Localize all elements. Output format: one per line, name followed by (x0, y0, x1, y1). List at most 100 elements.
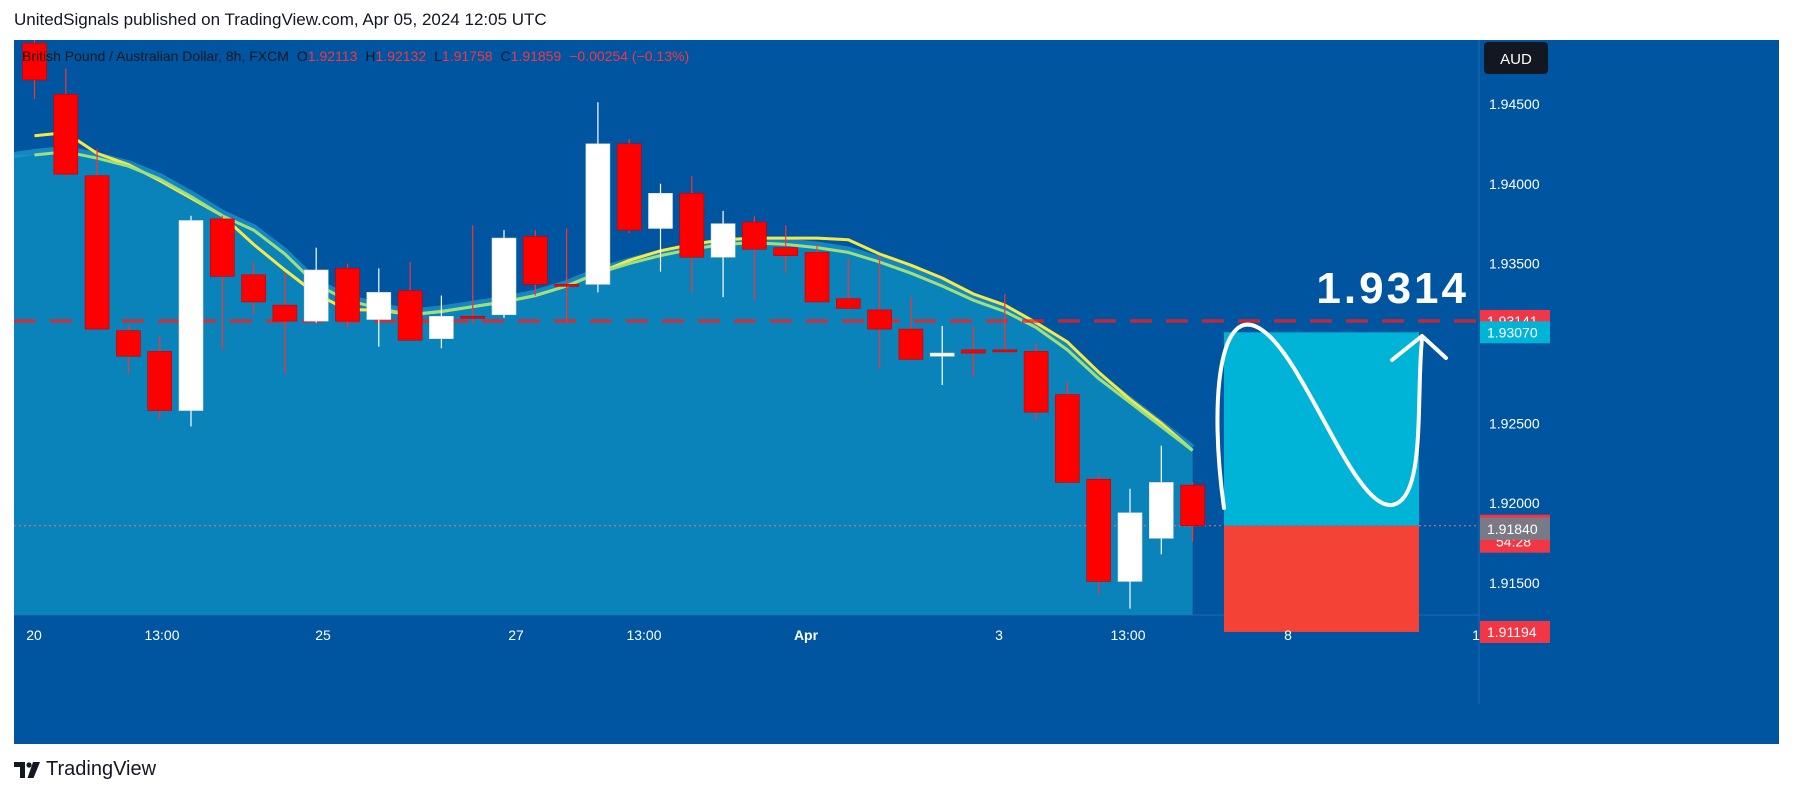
candle (804, 244, 830, 303)
candle (429, 295, 454, 349)
currency-button-label[interactable]: AUD (1500, 51, 1532, 68)
candle-body-bearish (22, 42, 47, 81)
candle (710, 210, 736, 298)
candle-body-bullish (648, 193, 673, 229)
candle-body-bearish (241, 274, 266, 303)
candle-body-bearish (898, 328, 924, 360)
candle-body-bearish (554, 284, 579, 287)
candle-body-bearish (1055, 394, 1080, 483)
time-axis[interactable]: 20 13:00 25 27 13:00 Apr 3 13:00 8 1 (26, 627, 1480, 643)
price-tick-label: 1.94500 (1489, 96, 1540, 112)
candle-body-bearish (992, 349, 1018, 353)
candle (116, 325, 141, 374)
candle (303, 247, 329, 323)
position-target-zone[interactable] (1224, 332, 1419, 526)
legend-symbol: British Pound / Australian Dollar, 8h, F… (22, 48, 289, 64)
candle-body-bullish (366, 292, 392, 320)
candle (742, 215, 767, 301)
projection-curve (1215, 322, 1424, 510)
candle (1117, 488, 1143, 609)
candle (867, 255, 892, 370)
candle (460, 225, 486, 325)
tradingview-logo-icon (14, 761, 40, 778)
legend-close-value: 1.91859 (511, 48, 562, 64)
candle-body-bearish (742, 221, 767, 250)
candle (961, 325, 986, 378)
candle-body-bullish (710, 223, 736, 258)
candle-body-bearish (1086, 478, 1111, 582)
candle-body-bearish (53, 94, 79, 175)
candle (1055, 381, 1080, 485)
price-label-bg (1480, 517, 1550, 540)
candle-body-bearish (397, 290, 423, 341)
ma-slow-line (34, 150, 1194, 452)
price-axis[interactable]: 1.94500 1.94000 1.93500 1.92500 1.92000 1.915… (1480, 96, 1550, 643)
time-tick-label: 25 (315, 627, 331, 643)
candle-body-bearish (804, 252, 830, 303)
projection-arrow-head (1390, 334, 1448, 362)
legend-change: −0.00254 (−0.13%) (569, 48, 689, 64)
candle-body-bearish (272, 304, 298, 322)
price-label-tag[interactable]: 1.91194 (1480, 620, 1550, 643)
currency-button-bg[interactable] (1484, 42, 1548, 74)
candle-body-bearish (867, 309, 892, 330)
time-tick-label: Apr (794, 627, 819, 643)
candle-body-bearish (210, 218, 235, 277)
candles-layer (22, 32, 1205, 609)
candle-body-bearish (460, 316, 486, 319)
candle-body-bearish (616, 143, 642, 231)
legend-low-value: 1.91758 (442, 48, 493, 64)
tradingview-logo[interactable]: TradingView (14, 758, 156, 781)
chart-frame[interactable]: 1.94500 1.94000 1.93500 1.92500 1.92000 1.915… (13, 32, 1779, 744)
candle (554, 228, 579, 323)
candle-body-bearish (522, 236, 548, 285)
currency-button[interactable]: AUD (1484, 42, 1548, 74)
long-position-layer[interactable] (1224, 332, 1419, 632)
time-tick-label: 1 (1472, 627, 1480, 643)
time-tick-label: 20 (26, 627, 42, 643)
candle-body-bullish (929, 352, 955, 357)
candle (272, 273, 298, 374)
candle-body-bearish (84, 175, 110, 330)
target-price-annotation: 1.9314 (1316, 264, 1469, 313)
candle (835, 258, 861, 310)
publish-info: UnitedSignals published on TradingView.c… (14, 10, 547, 29)
candle (648, 183, 673, 272)
legend-close-label: C (501, 48, 511, 64)
price-chart[interactable]: 1.94500 1.94000 1.93500 1.92500 1.92000 1.915… (13, 32, 1779, 744)
candle-body-bearish (961, 349, 986, 354)
candle-body-bearish (147, 351, 172, 411)
time-tick-label: 8 (1284, 627, 1292, 643)
candle (992, 293, 1018, 353)
price-tick-label: 1.92500 (1489, 415, 1540, 431)
price-label-tag[interactable]: 1.91840 (1480, 517, 1550, 540)
time-tick-label: 27 (508, 627, 524, 643)
candle-body-bullish (178, 220, 204, 411)
candle (522, 230, 548, 296)
symbol-legend[interactable]: British Pound / Australian Dollar, 8h, F… (22, 48, 689, 64)
candle (22, 32, 47, 100)
price-label-value: 1.91194 (1487, 624, 1537, 640)
candle (1149, 445, 1174, 555)
candle-body-bearish (773, 247, 799, 256)
candle (53, 68, 79, 178)
candle-body-bullish (1149, 482, 1174, 539)
candle (585, 102, 611, 293)
legend-high-value: 1.92132 (376, 48, 427, 64)
candle-body-bullish (429, 316, 454, 339)
price-label-tag[interactable]: 1.93070 (1480, 321, 1550, 344)
position-stop-zone[interactable] (1224, 525, 1419, 632)
candle-body-bullish (1117, 512, 1143, 582)
candle (898, 297, 924, 360)
candle (929, 325, 955, 385)
candle-body-bearish (1023, 351, 1049, 413)
candle (773, 225, 799, 274)
candle-body-bearish (335, 268, 360, 322)
time-tick-label: 13:00 (1110, 627, 1145, 643)
candle (241, 262, 266, 315)
candle (679, 175, 705, 293)
price-tick-label: 1.94000 (1489, 176, 1540, 192)
price-label-bg (1480, 321, 1550, 344)
candle-body-bearish (1180, 484, 1205, 527)
candle-body-bearish (116, 330, 141, 357)
